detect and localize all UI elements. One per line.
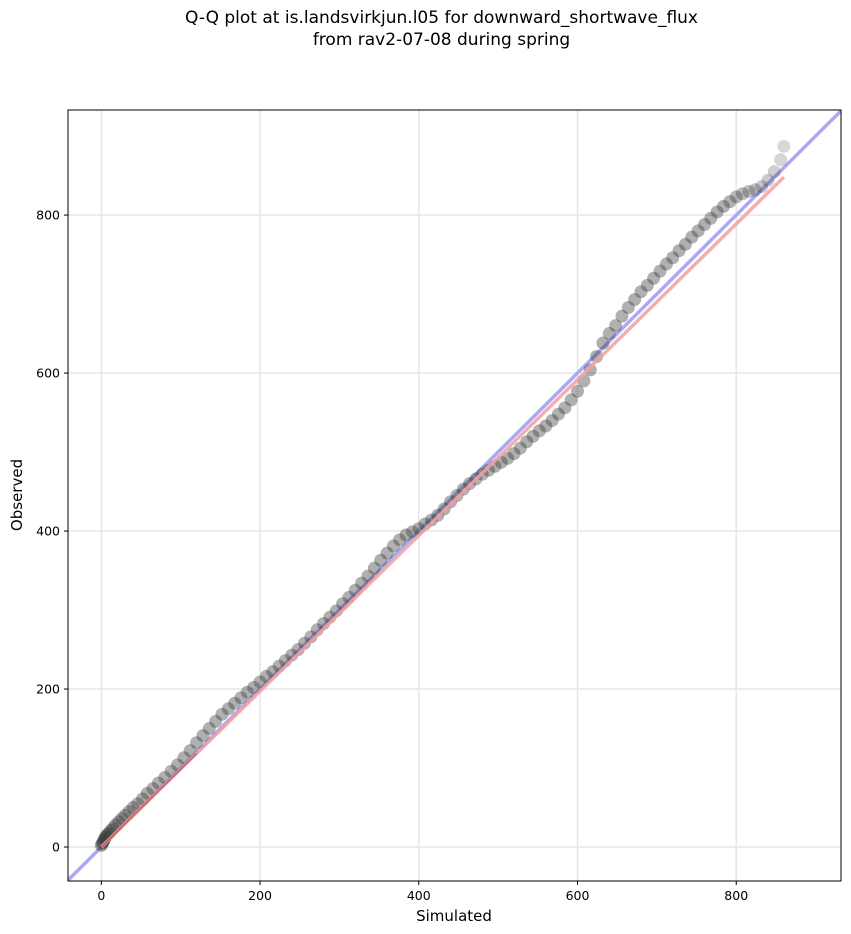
qq-point — [97, 834, 111, 848]
qq-point — [539, 419, 553, 433]
qq-point — [380, 546, 394, 560]
y-tick-label: 800 — [36, 208, 60, 223]
qq-point — [482, 463, 496, 477]
x-tick-label: 400 — [407, 888, 431, 903]
qq-point — [526, 429, 540, 443]
qq-point — [697, 218, 711, 232]
qq-point — [374, 553, 388, 567]
qq-point — [634, 285, 648, 299]
x-tick-label: 800 — [724, 888, 748, 903]
qq-point — [596, 336, 610, 350]
qq-point — [450, 489, 464, 502]
qq-point — [717, 199, 731, 213]
fit-line — [100, 175, 786, 849]
qq-point — [666, 251, 680, 265]
y-tick-label: 600 — [36, 366, 60, 381]
qq-point — [520, 435, 534, 449]
fit-line-inner — [100, 753, 197, 848]
y-axis-ticks: 0 200 400 600 800 — [36, 208, 68, 855]
qq-point — [647, 271, 661, 285]
qq-point — [755, 180, 769, 194]
qq-point — [774, 153, 788, 167]
qq-point — [736, 187, 750, 201]
x-tick-label: 0 — [97, 888, 105, 903]
qq-point — [615, 309, 629, 323]
qq-point — [761, 173, 775, 187]
qq-point — [621, 300, 635, 314]
qq-point — [361, 569, 375, 583]
chart-title-line-1: Q-Q plot at is.landsvirkjun.l05 for down… — [185, 8, 698, 28]
qq-point — [748, 183, 762, 197]
qq-point — [777, 139, 791, 153]
qq-point — [96, 835, 110, 849]
plot-frame — [67, 109, 842, 882]
qq-point — [545, 413, 559, 427]
chart-title: Q-Q plot at is.landsvirkjun.l05 for down… — [0, 7, 851, 51]
qq-point — [602, 327, 616, 341]
qq-point — [729, 190, 743, 204]
x-axis-ticks: 0 200 400 600 800 — [97, 881, 748, 903]
qq-point — [742, 184, 756, 198]
qq-point — [456, 482, 470, 496]
qq-point — [672, 244, 686, 258]
qq-point — [640, 278, 654, 292]
x-tick-label: 600 — [566, 888, 590, 903]
qq-point — [221, 702, 235, 716]
qq-point — [564, 393, 578, 407]
chart-title-line-2: from rav2-07-08 during spring — [312, 30, 571, 50]
qq-point — [691, 224, 705, 238]
qq-point — [558, 401, 572, 415]
qq-point — [405, 525, 419, 539]
y-axis-label: Observed — [8, 459, 26, 531]
qq-point — [710, 205, 724, 219]
qq-point — [386, 539, 400, 553]
qq-point — [234, 691, 248, 705]
qq-point — [367, 561, 381, 575]
y-tick-label: 0 — [52, 840, 60, 855]
x-axis-label: Simulated — [416, 907, 492, 925]
qq-point — [183, 744, 197, 758]
qq-point — [628, 293, 642, 307]
qq-point — [659, 257, 673, 271]
qq-point — [685, 230, 699, 244]
qq-point — [202, 722, 216, 736]
qq-point — [393, 533, 407, 547]
qq-point — [583, 363, 597, 377]
grid-lines — [68, 110, 841, 881]
qq-point — [678, 237, 692, 251]
qq-point — [209, 714, 223, 728]
qq-point — [240, 685, 254, 699]
qq-point — [653, 264, 667, 278]
qq-point — [723, 195, 737, 209]
qq-point — [501, 451, 515, 465]
qq-point — [247, 680, 261, 694]
qq-point — [551, 407, 565, 421]
qq-point — [424, 513, 438, 527]
qq-point — [767, 165, 781, 179]
qq-point — [571, 384, 585, 398]
qq-point — [513, 441, 527, 455]
qq-point — [228, 696, 242, 710]
qq-point — [532, 424, 546, 438]
qq-point — [196, 729, 210, 743]
qq-point — [507, 447, 521, 461]
qq-point — [190, 736, 204, 750]
y-tick-label: 200 — [36, 682, 60, 697]
qq-point — [253, 675, 267, 689]
qq-point — [704, 211, 718, 225]
x-tick-label: 200 — [248, 888, 272, 903]
data-points — [94, 139, 791, 852]
plot-area — [68, 110, 841, 881]
y-tick-label: 400 — [36, 524, 60, 539]
qq-point — [609, 319, 623, 333]
qq-point — [215, 707, 229, 721]
qq-point — [399, 528, 413, 542]
